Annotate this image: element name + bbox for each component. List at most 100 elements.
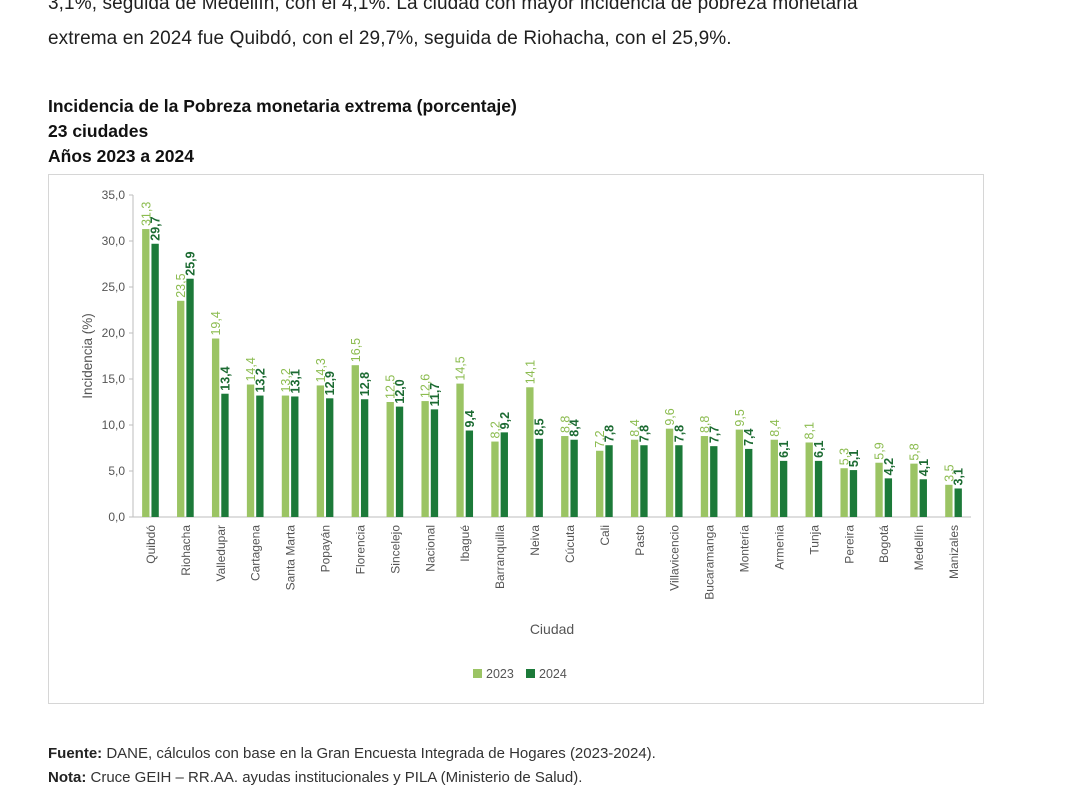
paragraph-line-1: 3,1%, seguida de Medellín, con el 4,1%. … — [48, 0, 858, 14]
x-tick-label: Quibdó — [144, 525, 158, 564]
note-line: Nota: Cruce GEIH – RR.AA. ayudas institu… — [48, 766, 656, 790]
x-tick-label: Nacional — [423, 525, 437, 572]
paragraph-line-2: extrema en 2024 fue Quibdó, con el 29,7%… — [48, 28, 732, 49]
bar-2023 — [491, 441, 499, 517]
bar-2024 — [535, 438, 543, 517]
bar-2023 — [386, 402, 394, 517]
data-label-2023: 8,8 — [698, 416, 712, 433]
x-tick-label: Valledupar — [214, 525, 228, 581]
bar-chart: 0,0 5,0 10,0 15,0 20,0 25,0 30,0 35,0 Incidencia… — [80, 188, 971, 681]
data-label-2023: 9,6 — [663, 408, 677, 425]
data-label-2024: 8,4 — [568, 419, 582, 436]
bar-2024 — [221, 393, 229, 517]
data-label-2023: 7,2 — [593, 430, 607, 447]
x-tick-label: Montería — [738, 525, 752, 573]
data-label-2024: 7,8 — [637, 425, 651, 442]
x-tick-label: Bogotá — [877, 525, 891, 563]
data-label-2023: 14,1 — [523, 360, 537, 384]
data-label-2023: 5,3 — [838, 448, 852, 465]
data-label-2024: 8,5 — [533, 418, 547, 435]
data-label-2024: 4,2 — [882, 458, 896, 475]
x-tick-label: Neiva — [528, 525, 542, 556]
chart-subtitle-years: Años 2023 a 2024 — [48, 146, 194, 166]
x-tick-label: Barranquilla — [493, 525, 507, 589]
bar-2024 — [465, 430, 474, 517]
x-axis-title: Ciudad — [530, 621, 574, 637]
x-tick-label: Ibagué — [458, 525, 472, 562]
data-label-2024: 7,7 — [707, 426, 721, 443]
bar-2023 — [456, 383, 464, 517]
data-label-2023: 8,4 — [768, 419, 782, 436]
x-tick-label: Riohacha — [179, 525, 193, 576]
chart-subtitle-cities: 23 ciudades — [48, 121, 149, 141]
bar-2024 — [395, 406, 404, 517]
data-label-2023: 16,5 — [349, 338, 363, 362]
bar-2024 — [360, 399, 369, 517]
y-tick-label: 35,0 — [102, 188, 126, 202]
note-label: Nota: — [48, 769, 87, 786]
x-tick-label: Sincelejo — [388, 525, 402, 574]
x-tick-label: Villavicencio — [668, 525, 682, 591]
data-label-2023: 3,5 — [942, 464, 956, 481]
data-label-2024: 7,4 — [742, 428, 756, 445]
data-label-2023: 8,2 — [488, 421, 502, 438]
bar-2023 — [596, 450, 604, 517]
chart-container: 0,0 5,0 10,0 15,0 20,0 25,0 30,0 35,0 Incidencia… — [48, 174, 984, 704]
x-tick-label: Manizales — [947, 525, 961, 579]
bar-2024 — [291, 396, 299, 517]
bar-2023 — [840, 468, 848, 517]
bar-2023 — [351, 365, 359, 517]
bar-2023 — [316, 385, 325, 517]
y-tick-label: 15,0 — [102, 372, 126, 386]
bar-2024 — [849, 470, 858, 517]
chart-title: Incidencia de la Pobreza monetaria extre… — [48, 96, 517, 116]
data-label-2024: 7,8 — [672, 425, 686, 442]
data-label-2024: 5,1 — [847, 450, 861, 467]
data-label-2024: 11,7 — [428, 383, 442, 407]
x-tick-label: Tunja — [807, 525, 821, 555]
data-label-2024: 9,4 — [463, 410, 477, 427]
data-label-2023: 14,3 — [314, 358, 328, 382]
data-label-2023: 8,1 — [803, 422, 817, 439]
bar-2024 — [570, 439, 578, 517]
bar-2024 — [884, 478, 893, 517]
data-label-2023: 23,5 — [174, 273, 188, 297]
data-label-2024: 9,2 — [498, 412, 512, 429]
data-label-2024: 29,7 — [149, 216, 163, 240]
x-tick-label: Santa Marta — [284, 525, 298, 591]
bar-2023 — [910, 463, 918, 517]
data-label-2023: 5,8 — [907, 443, 921, 460]
bar-2024 — [814, 460, 823, 517]
x-tick-label: Cartagena — [249, 525, 263, 581]
data-label-2024: 13,4 — [218, 366, 232, 390]
data-label-2024: 13,1 — [288, 369, 302, 393]
bar-2023 — [665, 428, 674, 517]
data-label-2024: 25,9 — [184, 251, 198, 275]
bar-2024 — [430, 409, 439, 517]
note-text: Cruce GEIH – RR.AA. ayudas institucional… — [86, 769, 583, 786]
bar-2023 — [561, 436, 569, 517]
bar-2024 — [605, 445, 613, 517]
data-label-2023: 12,6 — [419, 374, 433, 398]
footer-notes: Fuente: DANE, cálculos con base en la Gr… — [48, 742, 656, 790]
data-label-2023: 9,5 — [733, 409, 747, 426]
legend-label-2023: 2023 — [486, 667, 514, 681]
bar-2023 — [770, 439, 778, 517]
bar-2023 — [421, 401, 429, 517]
data-label-2024: 12,9 — [323, 371, 337, 395]
data-label-2023: 19,4 — [209, 311, 223, 335]
bar-2023 — [700, 436, 709, 517]
data-label-2024: 3,1 — [952, 468, 966, 485]
bar-2023 — [735, 429, 744, 517]
y-tick-label: 5,0 — [108, 464, 125, 478]
bar-2024 — [954, 488, 962, 517]
source-text: DANE, cálculos con base en la Gran Encue… — [102, 745, 656, 762]
y-tick-label: 10,0 — [102, 418, 126, 432]
bar-2024 — [710, 446, 718, 517]
legend-swatch-2024 — [526, 669, 535, 678]
bar-2023 — [281, 395, 290, 517]
x-tick-label: Cali — [598, 525, 612, 546]
bar-2024 — [675, 445, 683, 517]
y-tick-label: 25,0 — [102, 280, 126, 294]
x-tick-label: Bucaramanga — [703, 525, 717, 600]
